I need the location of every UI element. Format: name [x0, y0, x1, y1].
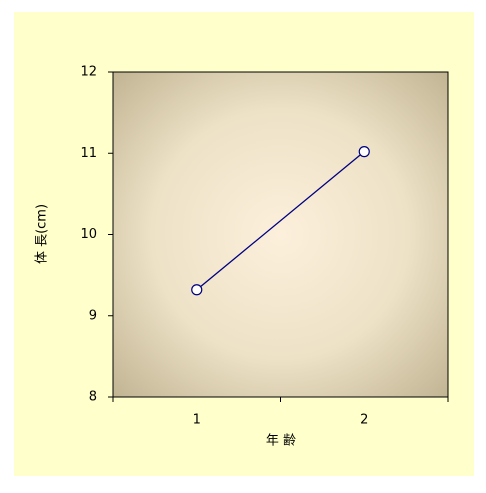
y-tick-label: 8	[89, 390, 97, 405]
y-tick-label: 10	[80, 227, 97, 242]
x-axis-label: 年 齢	[266, 434, 296, 449]
y-tick-label: 12	[80, 65, 97, 80]
data-point	[191, 284, 203, 296]
data-point	[358, 146, 370, 158]
series-line	[196, 151, 365, 291]
y-tick-label: 9	[89, 308, 97, 323]
plot-area	[112, 71, 449, 398]
y-tick-label: 11	[80, 146, 97, 161]
x-tick-label: 1	[193, 413, 201, 428]
y-axis-label: 体 長(cm)	[35, 204, 50, 264]
x-tick-label: 2	[360, 413, 368, 428]
